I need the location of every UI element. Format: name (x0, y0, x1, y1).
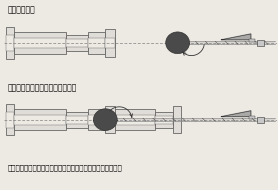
Bar (105, 38, 115, 48)
Bar (66, 112, 88, 127)
Ellipse shape (166, 32, 190, 54)
Bar (155, 112, 173, 127)
Bar (14, 32, 66, 54)
Bar (115, 115, 155, 125)
Bar (6, 27, 14, 59)
Polygon shape (221, 34, 251, 40)
Bar (257, 117, 264, 123)
Bar (105, 106, 115, 133)
Text: 正回転で前進: 正回転で前進 (7, 5, 35, 14)
Bar (6, 35, 14, 51)
Text: 裏バリ部分到達後、逆回転で後退: 裏バリ部分到達後、逆回転で後退 (7, 83, 77, 92)
Bar (14, 38, 66, 48)
Bar (6, 104, 14, 135)
Bar (14, 109, 66, 131)
Bar (249, 116, 255, 119)
Bar (66, 39, 88, 47)
Bar (115, 109, 155, 131)
Ellipse shape (93, 109, 117, 131)
Bar (249, 39, 255, 42)
Bar (173, 106, 181, 133)
Bar (66, 35, 88, 51)
Bar (14, 115, 66, 125)
Text: バリの状況により複数回前進と後退を繰り返してください。: バリの状況により複数回前進と後退を繰り返してください。 (7, 164, 122, 171)
Bar (6, 112, 14, 127)
Bar (105, 29, 115, 57)
Bar (257, 40, 264, 46)
Bar (88, 115, 105, 125)
Bar (155, 116, 173, 124)
Bar (88, 32, 105, 54)
Bar (88, 38, 105, 48)
Bar (88, 109, 105, 131)
Bar (66, 116, 88, 124)
Polygon shape (221, 111, 251, 117)
